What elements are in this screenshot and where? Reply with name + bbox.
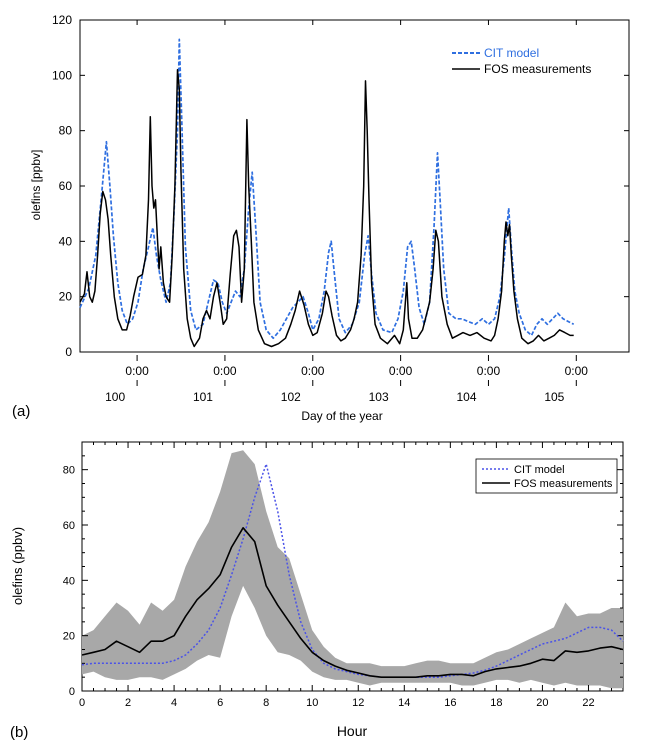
x-tick-label: 2 (125, 697, 131, 709)
day-label: 101 (193, 390, 213, 404)
y-tick-label: 100 (52, 68, 72, 82)
series-line-fos-measurements (79, 69, 574, 348)
day-label: 100 (105, 390, 125, 404)
panel-b-legend: CIT model FOS measurements (475, 458, 618, 494)
x-tick-label: 18 (490, 697, 502, 709)
x-tick-label: 12 (352, 697, 364, 709)
x-tick-label: 22 (582, 697, 594, 709)
panel-a: 0 20 40 60 80 100 120 0:00 0:00 0:00 0:00 0:00 0:00… (12, 13, 630, 423)
time-tick-label: 0:00 (125, 364, 149, 378)
panel-b-label: (b) (10, 724, 28, 741)
panel-a-x-axis-label: Day of the year (301, 409, 382, 423)
y-tick-label: 20 (63, 631, 75, 643)
time-tick-label: 0:00 (477, 364, 501, 378)
legend-label-fos-measurements: FOS measurements (484, 62, 591, 76)
x-tick-label: 8 (263, 697, 269, 709)
day-label: 102 (281, 390, 301, 404)
y-tick-label: 60 (59, 179, 73, 193)
y-tick-label: 60 (63, 520, 75, 532)
panel-b-variability-band (82, 450, 623, 689)
y-tick-label: 40 (63, 575, 75, 587)
legend-box (475, 458, 618, 494)
panel-b-y-axis: 0 20 40 60 80 (63, 441, 623, 698)
y-tick-label: 80 (59, 124, 73, 138)
panel-b-series (81, 463, 624, 678)
y-tick-label: 0 (65, 345, 72, 359)
legend-label-cit-model: CIT model (484, 46, 539, 60)
day-label: 105 (544, 390, 564, 404)
x-tick-label: 16 (444, 697, 456, 709)
panel-a-y-axis-label: olefins [ppbv] (29, 150, 43, 221)
panel-b: 0 20 40 60 80 0 2 4 6 8 10 12 14 16 18 20 22 olefins (p… (10, 441, 624, 741)
y-tick-label: 120 (52, 13, 72, 27)
series-line-cit-model (81, 463, 624, 678)
variability-band-area (82, 450, 623, 689)
time-tick-label: 0:00 (213, 364, 237, 378)
y-tick-label: 40 (59, 234, 73, 248)
legend-label-fos-measurements: FOS measurements (514, 478, 613, 490)
x-tick-label: 20 (536, 697, 548, 709)
y-tick-label: 0 (69, 686, 75, 698)
series-line-cit-model (79, 38, 575, 340)
x-tick-label: 4 (171, 697, 177, 709)
x-tick-label: 6 (217, 697, 223, 709)
x-tick-label: 14 (398, 697, 410, 709)
panel-a-series (79, 38, 575, 348)
time-tick-label: 0:00 (565, 364, 589, 378)
y-tick-label: 20 (59, 290, 73, 304)
day-label: 103 (369, 390, 389, 404)
y-tick-label: 80 (63, 465, 75, 477)
panel-b-x-axis: 0 2 4 6 8 10 12 14 16 18 20 22 (79, 442, 624, 709)
panel-a-label: (a) (12, 403, 30, 420)
legend-label-cit-model: CIT model (514, 464, 565, 476)
panel-b-y-axis-label: olefins (ppbv) (10, 527, 25, 605)
time-tick-label: 0:00 (301, 364, 325, 378)
panel-a-y-axis: 0 20 40 60 80 100 120 (52, 13, 629, 359)
time-tick-label: 0:00 (389, 364, 413, 378)
series-line-fos-measurements (81, 527, 624, 678)
x-tick-label: 0 (79, 697, 85, 709)
x-tick-label: 10 (306, 697, 318, 709)
day-label: 104 (456, 390, 476, 404)
panel-a-legend: CIT model FOS measurements (452, 46, 591, 76)
panel-b-x-axis-label: Hour (337, 723, 368, 739)
panel-a-top-ticks (136, 20, 577, 25)
